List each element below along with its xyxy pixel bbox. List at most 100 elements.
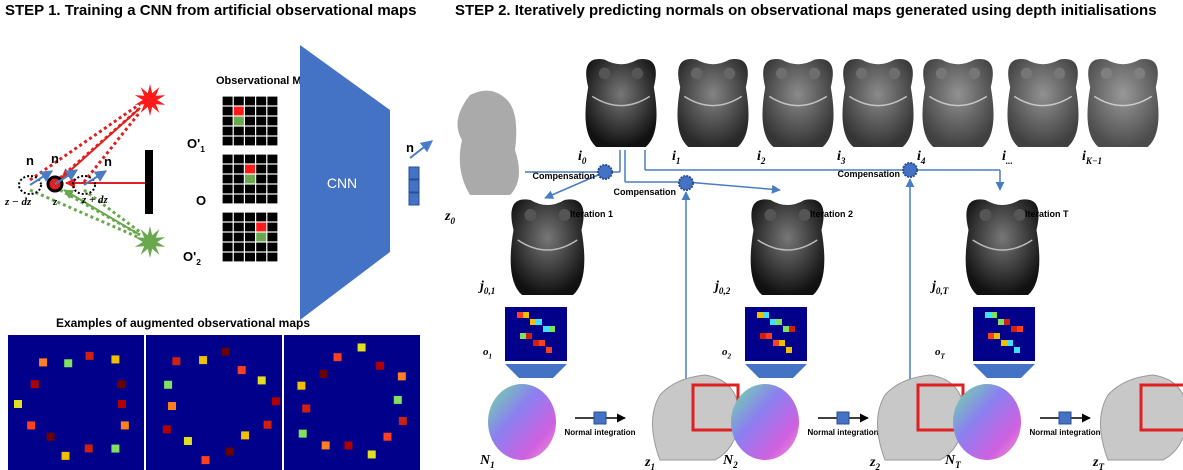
frog-eye <box>1021 68 1032 79</box>
map-cell <box>245 243 255 252</box>
example-light <box>64 359 72 367</box>
map-cell <box>245 223 255 232</box>
example-light <box>168 402 176 410</box>
compensation-node <box>598 165 612 179</box>
map-light <box>543 326 549 332</box>
map-cell <box>256 243 266 252</box>
example-light <box>264 421 272 429</box>
map-light <box>1001 340 1007 346</box>
normal-label: n <box>51 151 59 166</box>
example-light <box>117 380 125 388</box>
map-cell <box>245 127 255 136</box>
connector <box>84 112 140 182</box>
map-cell <box>234 97 244 106</box>
image-label-sub: 3 <box>840 156 846 166</box>
image-label-sub: 2 <box>760 156 766 166</box>
normals-label: NT <box>944 453 961 470</box>
frog-body <box>762 59 833 147</box>
light-source <box>135 84 165 116</box>
map-light <box>533 340 539 346</box>
map-light <box>1007 340 1013 346</box>
frog-image <box>1007 59 1078 147</box>
example-light <box>202 456 210 464</box>
example-light <box>199 356 207 364</box>
map-light <box>763 312 769 318</box>
example-light <box>86 352 94 360</box>
normal-map <box>731 384 799 460</box>
frog-eye <box>525 209 537 221</box>
map-cell <box>267 213 277 222</box>
map-cell <box>256 127 266 136</box>
example-light <box>226 448 234 456</box>
map-light <box>770 319 776 325</box>
map-cell <box>245 195 255 204</box>
map-light <box>1011 326 1017 332</box>
image-label: i2 <box>757 149 766 166</box>
depth-label-sub: T <box>1098 462 1104 470</box>
output-label: n <box>406 140 414 155</box>
frog-eye <box>889 68 900 79</box>
normals-label-sub: 1 <box>490 460 495 470</box>
map-cell <box>223 243 233 252</box>
map-cell <box>256 137 266 146</box>
map-cell <box>234 223 244 232</box>
map-cell <box>245 253 255 262</box>
map-label: O'1 <box>187 136 205 154</box>
map-label: o2 <box>722 346 732 360</box>
map-cell <box>234 107 244 116</box>
image-label: i1 <box>672 149 680 166</box>
frog-image <box>842 59 913 147</box>
image-label-sub: 0,2 <box>719 286 731 296</box>
frog-eye <box>632 68 643 79</box>
frog-eye <box>691 68 702 79</box>
cnn-label: CNN <box>327 175 357 191</box>
camera-bar <box>145 150 153 214</box>
integration-label: Normal integration <box>807 428 878 437</box>
map-label-sub: 1 <box>200 144 205 154</box>
compensation-node <box>903 163 917 177</box>
example-light <box>334 353 342 361</box>
map-light <box>988 333 994 339</box>
image-label: i4 <box>917 149 926 166</box>
map-cell <box>256 165 266 174</box>
map-cell <box>256 253 266 262</box>
output-vector <box>409 180 419 192</box>
example-light <box>399 417 407 425</box>
map-cell <box>234 175 244 184</box>
page: STEP 1. Training a CNN from artificial o… <box>0 0 1183 470</box>
map-cell <box>267 155 277 164</box>
map-light <box>546 347 552 353</box>
map-light <box>776 319 782 325</box>
output-vector <box>409 167 419 179</box>
map-cell <box>223 213 233 222</box>
map-label-sub: 2 <box>196 257 201 267</box>
integration-block <box>1059 412 1071 424</box>
depth-label-sub: 2 <box>874 462 880 470</box>
map-cell <box>256 155 266 164</box>
normals-label-sub: 2 <box>732 460 738 470</box>
map-cell <box>267 117 277 126</box>
example-light <box>14 400 22 408</box>
map-light <box>994 333 1000 339</box>
compensation-label: Compensation <box>837 169 900 179</box>
example-map <box>146 335 282 470</box>
image-label: j0,1 <box>478 279 495 296</box>
map-label: oT <box>935 346 946 360</box>
example-light <box>184 437 192 445</box>
map-cell <box>267 165 277 174</box>
normal-map <box>953 384 1021 460</box>
map-label-sub: 2 <box>727 352 732 360</box>
frog-eye <box>1014 209 1026 221</box>
example-light <box>118 400 126 408</box>
examples-title: Examples of augmented observational maps <box>56 316 310 330</box>
normals-label: N2 <box>722 453 738 470</box>
map-cell <box>245 175 255 184</box>
map-cell <box>223 97 233 106</box>
frog-eye <box>724 68 735 79</box>
frog-body <box>585 59 656 147</box>
image-label-sub: 0,1 <box>484 286 495 296</box>
connector <box>62 108 140 178</box>
map-cell <box>223 137 233 146</box>
map-cell <box>267 175 277 184</box>
example-light <box>62 452 70 460</box>
